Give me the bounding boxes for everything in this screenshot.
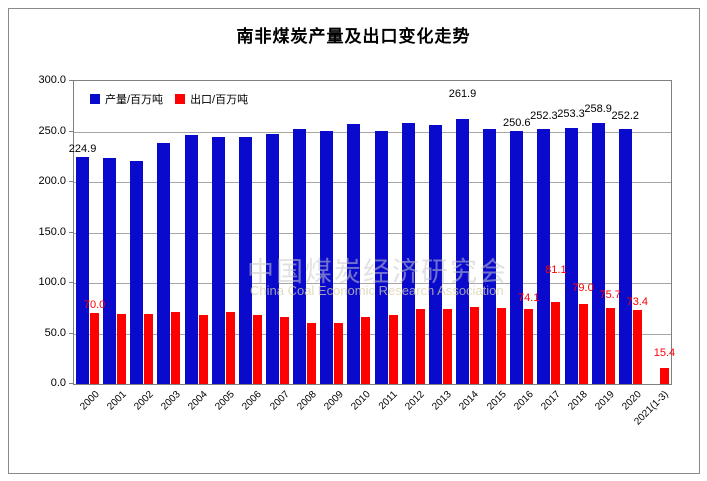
- production-swatch-icon: [90, 94, 100, 104]
- production-value-label-2020: 252.2: [611, 110, 640, 123]
- production-bar-2002: [130, 160, 144, 384]
- export-bar-2017: [551, 302, 561, 384]
- production-bar-2013: [428, 125, 442, 384]
- gridline-250: [74, 131, 671, 133]
- y-axis-tick: [69, 80, 73, 81]
- production-bar-2006: [238, 136, 252, 384]
- production-value-label-2017: 252.3: [530, 110, 558, 123]
- legend-item-export: 出口/百万吨: [175, 91, 248, 107]
- y-axis-tick: [69, 181, 73, 182]
- production-value-label-2018: 253.3: [557, 108, 585, 121]
- y-axis-tick-label: 150.0: [38, 225, 66, 238]
- export-bar-2018: [578, 304, 588, 384]
- production-bar-2000: [76, 156, 90, 384]
- export-bar-2012: [415, 309, 425, 384]
- y-axis-tick-label: 200.0: [38, 175, 66, 187]
- production-bar-2020: [618, 129, 632, 384]
- export-value-label-2020: 73.4: [626, 295, 648, 308]
- gridline-100: [74, 283, 671, 284]
- export-bar-2004: [198, 315, 208, 384]
- y-axis-tick: [69, 383, 73, 384]
- production-bar-2003: [157, 142, 171, 384]
- chart-title: 南非煤炭产量及出口变化走势: [236, 27, 471, 46]
- legend-label-production: 产量/百万吨: [105, 94, 164, 106]
- export-bar-2009: [334, 323, 344, 384]
- export-bar-2010: [361, 316, 371, 384]
- production-value-label-2014: 261.9: [448, 88, 477, 101]
- production-bar-2008: [293, 128, 307, 384]
- export-bar-2015: [497, 307, 507, 384]
- export-value-label-2018: 79.0: [572, 282, 594, 295]
- export-bar-2019: [605, 307, 615, 384]
- export-bar-2013: [442, 308, 452, 384]
- production-value-label-2016: 250.6: [502, 116, 531, 129]
- production-bar-2018: [564, 128, 578, 384]
- export-bar-2008: [307, 322, 317, 384]
- production-bar-2011: [374, 130, 388, 384]
- production-value-label-2000: 224.9: [68, 142, 97, 155]
- y-axis-tick: [69, 332, 73, 334]
- export-bar-2020: [632, 309, 642, 384]
- export-value-label-2000: 70.0: [83, 299, 106, 312]
- y-axis-tick: [69, 130, 73, 132]
- export-bar-2011: [388, 314, 398, 384]
- watermark-chinese: 中国煤炭经济研究会: [247, 257, 508, 287]
- y-axis-tick-label: 0.0: [50, 377, 66, 389]
- production-bar-2014: [455, 119, 469, 384]
- export-bar-2005: [225, 312, 235, 384]
- export-bar-2014: [469, 307, 479, 384]
- production-bar-2010: [347, 124, 361, 384]
- production-bar-2017: [537, 129, 551, 384]
- gridline-150: [74, 232, 671, 234]
- production-bar-2007: [266, 133, 280, 384]
- production-bar-2009: [320, 130, 334, 384]
- legend-label-export: 出口/百万吨: [190, 94, 249, 106]
- y-axis-tick: [69, 282, 73, 283]
- export-swatch-icon: [175, 94, 186, 104]
- production-bar-2012: [401, 122, 415, 384]
- export-bar-2000: [90, 313, 100, 384]
- export-value-label-2021(1-3): 15.4: [653, 347, 676, 360]
- chart-legend: 产量/百万吨 出口/百万吨: [90, 91, 248, 107]
- export-bar-2016: [524, 309, 534, 384]
- legend-item-production: 产量/百万吨: [90, 91, 163, 107]
- y-axis-tick-label: 50.0: [44, 326, 66, 339]
- production-bar-2005: [211, 137, 225, 384]
- export-bar-2006: [252, 314, 262, 384]
- export-value-label-2017: 81.1: [545, 264, 567, 277]
- export-value-label-2016: 74.1: [518, 292, 540, 305]
- plot-area: 产量/百万吨 出口/百万吨 224.9 261.9 250.6 252.3 253.3 2…: [69, 80, 676, 385]
- production-bar-2001: [103, 158, 117, 384]
- watermark-english: China Coal Economic Research Association: [250, 283, 504, 298]
- production-bar-2016: [510, 130, 524, 384]
- gridline-200: [74, 182, 671, 183]
- export-bar-2003: [171, 311, 181, 384]
- production-bar-2019: [591, 122, 605, 384]
- y-axis-tick: [69, 231, 73, 233]
- export-value-label-2019: 75.7: [599, 288, 621, 301]
- y-axis-tick-label: 300.0: [38, 74, 66, 86]
- gridline-50: [74, 333, 671, 335]
- export-bar-2002: [144, 314, 154, 384]
- export-bar-2007: [280, 316, 290, 384]
- production-bar-2015: [483, 129, 497, 384]
- production-value-label-2019: 258.9: [584, 102, 612, 115]
- production-bar-2004: [184, 134, 198, 384]
- y-axis-tick-label: 250.0: [38, 124, 66, 137]
- y-axis-tick-label: 100.0: [38, 276, 66, 288]
- export-bar-2001: [117, 314, 127, 384]
- export-bar-2021(1-3): [659, 368, 669, 384]
